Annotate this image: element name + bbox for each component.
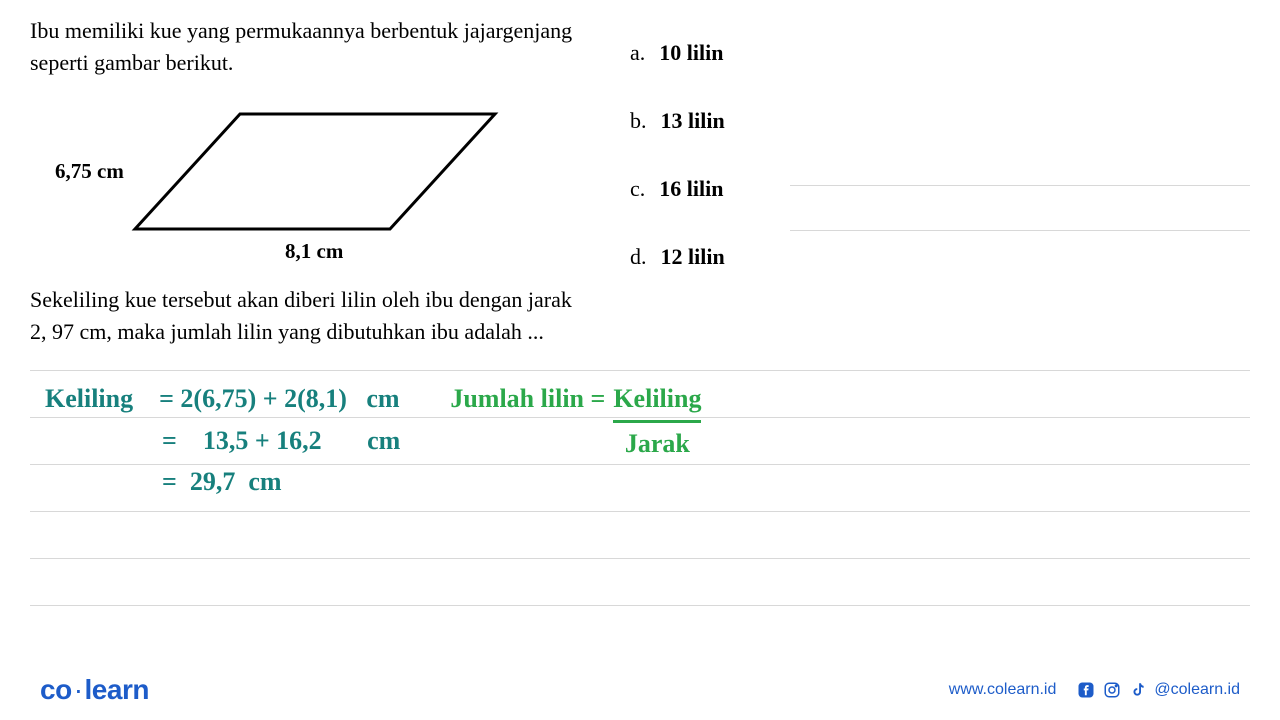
ruled-line [790,230,1250,231]
logo-learn: learn [85,674,149,705]
footer-handle: @colearn.id [1154,681,1240,699]
option-a[interactable]: a. 10 lilin [630,40,1250,66]
hand-line-1: Keliling = 2(6,75) + 2(8,1) cm [45,378,400,420]
instagram-icon [1102,680,1122,700]
options-list: a. 10 lilin b. 13 lilin c. 16 lilin d. 1… [630,40,1250,270]
ruled-line [790,185,1250,186]
ruled-line [30,511,1250,512]
option-value: 12 lilin [661,244,725,270]
side-label: 6,75 cm [55,159,124,184]
option-letter: c. [630,176,645,202]
fraction-numerator: Keliling [613,378,701,420]
content-area: Ibu memiliki kue yang permukaannya berbe… [0,0,1280,348]
fraction-denominator: Jarak [613,420,701,465]
handwriting-right: Jumlah lilin = Keliling Jarak [450,378,701,464]
hand-right-label: Jumlah lilin = [450,378,605,420]
logo-dot: · [74,674,83,705]
base-label: 8,1 cm [285,239,343,264]
option-value: 13 lilin [661,108,725,134]
option-value: 16 lilin [659,176,723,202]
columns: Ibu memiliki kue yang permukaannya berbe… [30,15,1250,348]
option-b[interactable]: b. 13 lilin [630,108,1250,134]
footer: co·learn www.colearn.id @colearn.id [0,660,1280,720]
option-letter: b. [630,108,647,134]
question-intro: Ibu memiliki kue yang permukaannya berbe… [30,15,590,79]
hand-line-2: = 13,5 + 16,2 cm [45,420,400,462]
handwriting-row: Keliling = 2(6,75) + 2(8,1) cm = 13,5 + … [45,378,1250,503]
fraction: Keliling Jarak [613,378,701,464]
option-c[interactable]: c. 16 lilin [630,176,1250,202]
parallelogram-shape [135,114,495,229]
handwriting-area: Keliling = 2(6,75) + 2(8,1) cm = 13,5 + … [45,378,1250,503]
hand-line-3: = 29,7 cm [45,461,400,503]
handwriting-left: Keliling = 2(6,75) + 2(8,1) cm = 13,5 + … [45,378,400,503]
question-prompt: Sekeliling kue tersebut akan diberi lili… [30,284,590,348]
footer-url: www.colearn.id [949,681,1057,699]
logo: co·learn [40,674,149,706]
logo-co: co [40,674,72,705]
ruled-line [30,370,1250,371]
ruled-line [30,605,1250,606]
option-value: 10 lilin [659,40,723,66]
social-icons: @colearn.id [1076,680,1240,700]
footer-right: www.colearn.id @colearn.id [949,680,1240,700]
parallelogram-svg [130,109,500,239]
question-column: Ibu memiliki kue yang permukaannya berbe… [30,15,590,348]
diagram-container: 6,75 cm 8,1 cm [30,79,590,269]
facebook-icon [1076,680,1096,700]
ruled-line [30,558,1250,559]
option-letter: d. [630,244,647,270]
options-column: a. 10 lilin b. 13 lilin c. 16 lilin d. 1… [630,15,1250,348]
option-letter: a. [630,40,645,66]
tiktok-icon [1128,680,1148,700]
parallelogram-diagram: 6,75 cm 8,1 cm [130,109,510,259]
option-d[interactable]: d. 12 lilin [630,244,1250,270]
